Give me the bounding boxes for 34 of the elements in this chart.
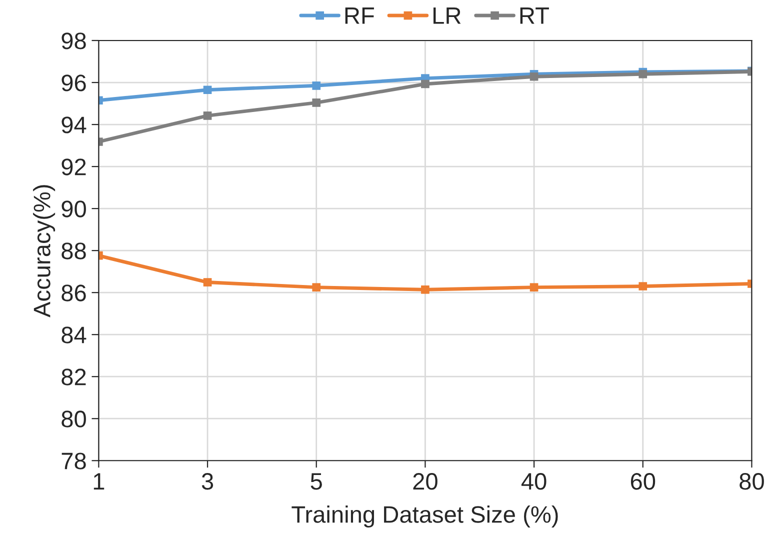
- y-tick-label: 88: [62, 242, 86, 260]
- y-tick-label: 78: [62, 452, 86, 470]
- point: [530, 283, 538, 292]
- x-tick-label: 3: [202, 473, 214, 490]
- x-tick-label: 5: [310, 473, 322, 490]
- legend-label: RF: [345, 8, 374, 24]
- x-tick-label: 80: [740, 473, 764, 490]
- x-tick-label: 60: [630, 473, 656, 490]
- legend-label: RT: [520, 8, 549, 24]
- y-tick-label: 98: [62, 32, 86, 50]
- x-tick-label: 40: [521, 473, 546, 490]
- legend-label: LR: [434, 8, 461, 24]
- y-tick-label: 80: [62, 410, 86, 428]
- point: [638, 282, 648, 290]
- point: [421, 80, 430, 88]
- point: [312, 283, 321, 292]
- x-axis-title: Training Dataset Size (%): [292, 506, 558, 528]
- y-tick-label: 84: [62, 326, 86, 344]
- y-tick-label: 94: [62, 116, 86, 134]
- x-tick-label: 1: [94, 473, 104, 490]
- y-axis-title: Accuracy(%): [33, 185, 56, 318]
- y-tick-label: 96: [62, 74, 86, 92]
- point: [530, 72, 538, 81]
- y-tick-label: 86: [62, 284, 86, 302]
- point: [203, 112, 212, 120]
- y-tick-label: 90: [62, 200, 86, 218]
- point: [312, 98, 321, 107]
- point: [312, 81, 321, 90]
- y-tick-label: 82: [62, 368, 86, 386]
- y-tick-label: 92: [62, 158, 86, 176]
- point: [421, 285, 430, 294]
- x-tick-label: 20: [413, 473, 438, 490]
- point: [203, 86, 212, 94]
- point: [203, 278, 212, 286]
